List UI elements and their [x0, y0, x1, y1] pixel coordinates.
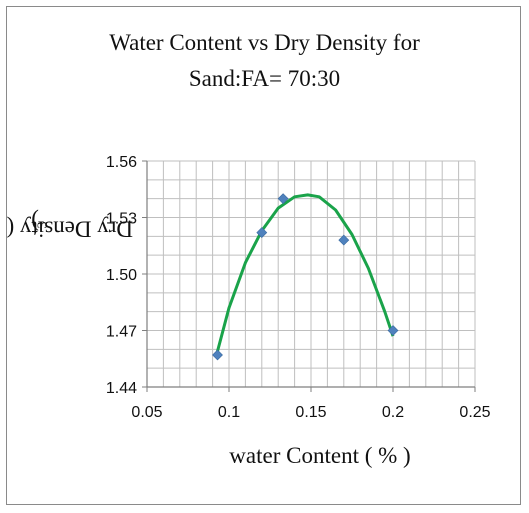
trendline — [216, 193, 395, 352]
y-tick-label: 1.44 — [106, 380, 137, 397]
data-point-marker — [277, 193, 289, 205]
x-tick-label: 0.2 — [382, 404, 404, 421]
data-point-marker — [256, 227, 268, 238]
x-tick-label: 0.1 — [218, 404, 240, 421]
x-tick-label: 0.25 — [459, 404, 490, 421]
x-tick-label: 0.05 — [131, 404, 162, 421]
data-point-marker — [387, 325, 399, 336]
y-tick-label: 1.56 — [106, 154, 137, 171]
data-point-marker — [212, 349, 223, 361]
x-tick-label: 0.15 — [295, 404, 326, 421]
y-tick-label: 1.50 — [106, 267, 137, 284]
chart-title-line2: Sand:FA= 70:30 — [188, 66, 341, 91]
data-point-marker — [338, 234, 350, 246]
y-tick-label: 1.53 — [106, 211, 137, 228]
y-tick-label: 1.47 — [106, 324, 137, 341]
chart-title-line1: Water Content vs Dry Density for — [109, 30, 420, 55]
x-axis-label: water Content ( % ) — [229, 443, 411, 468]
